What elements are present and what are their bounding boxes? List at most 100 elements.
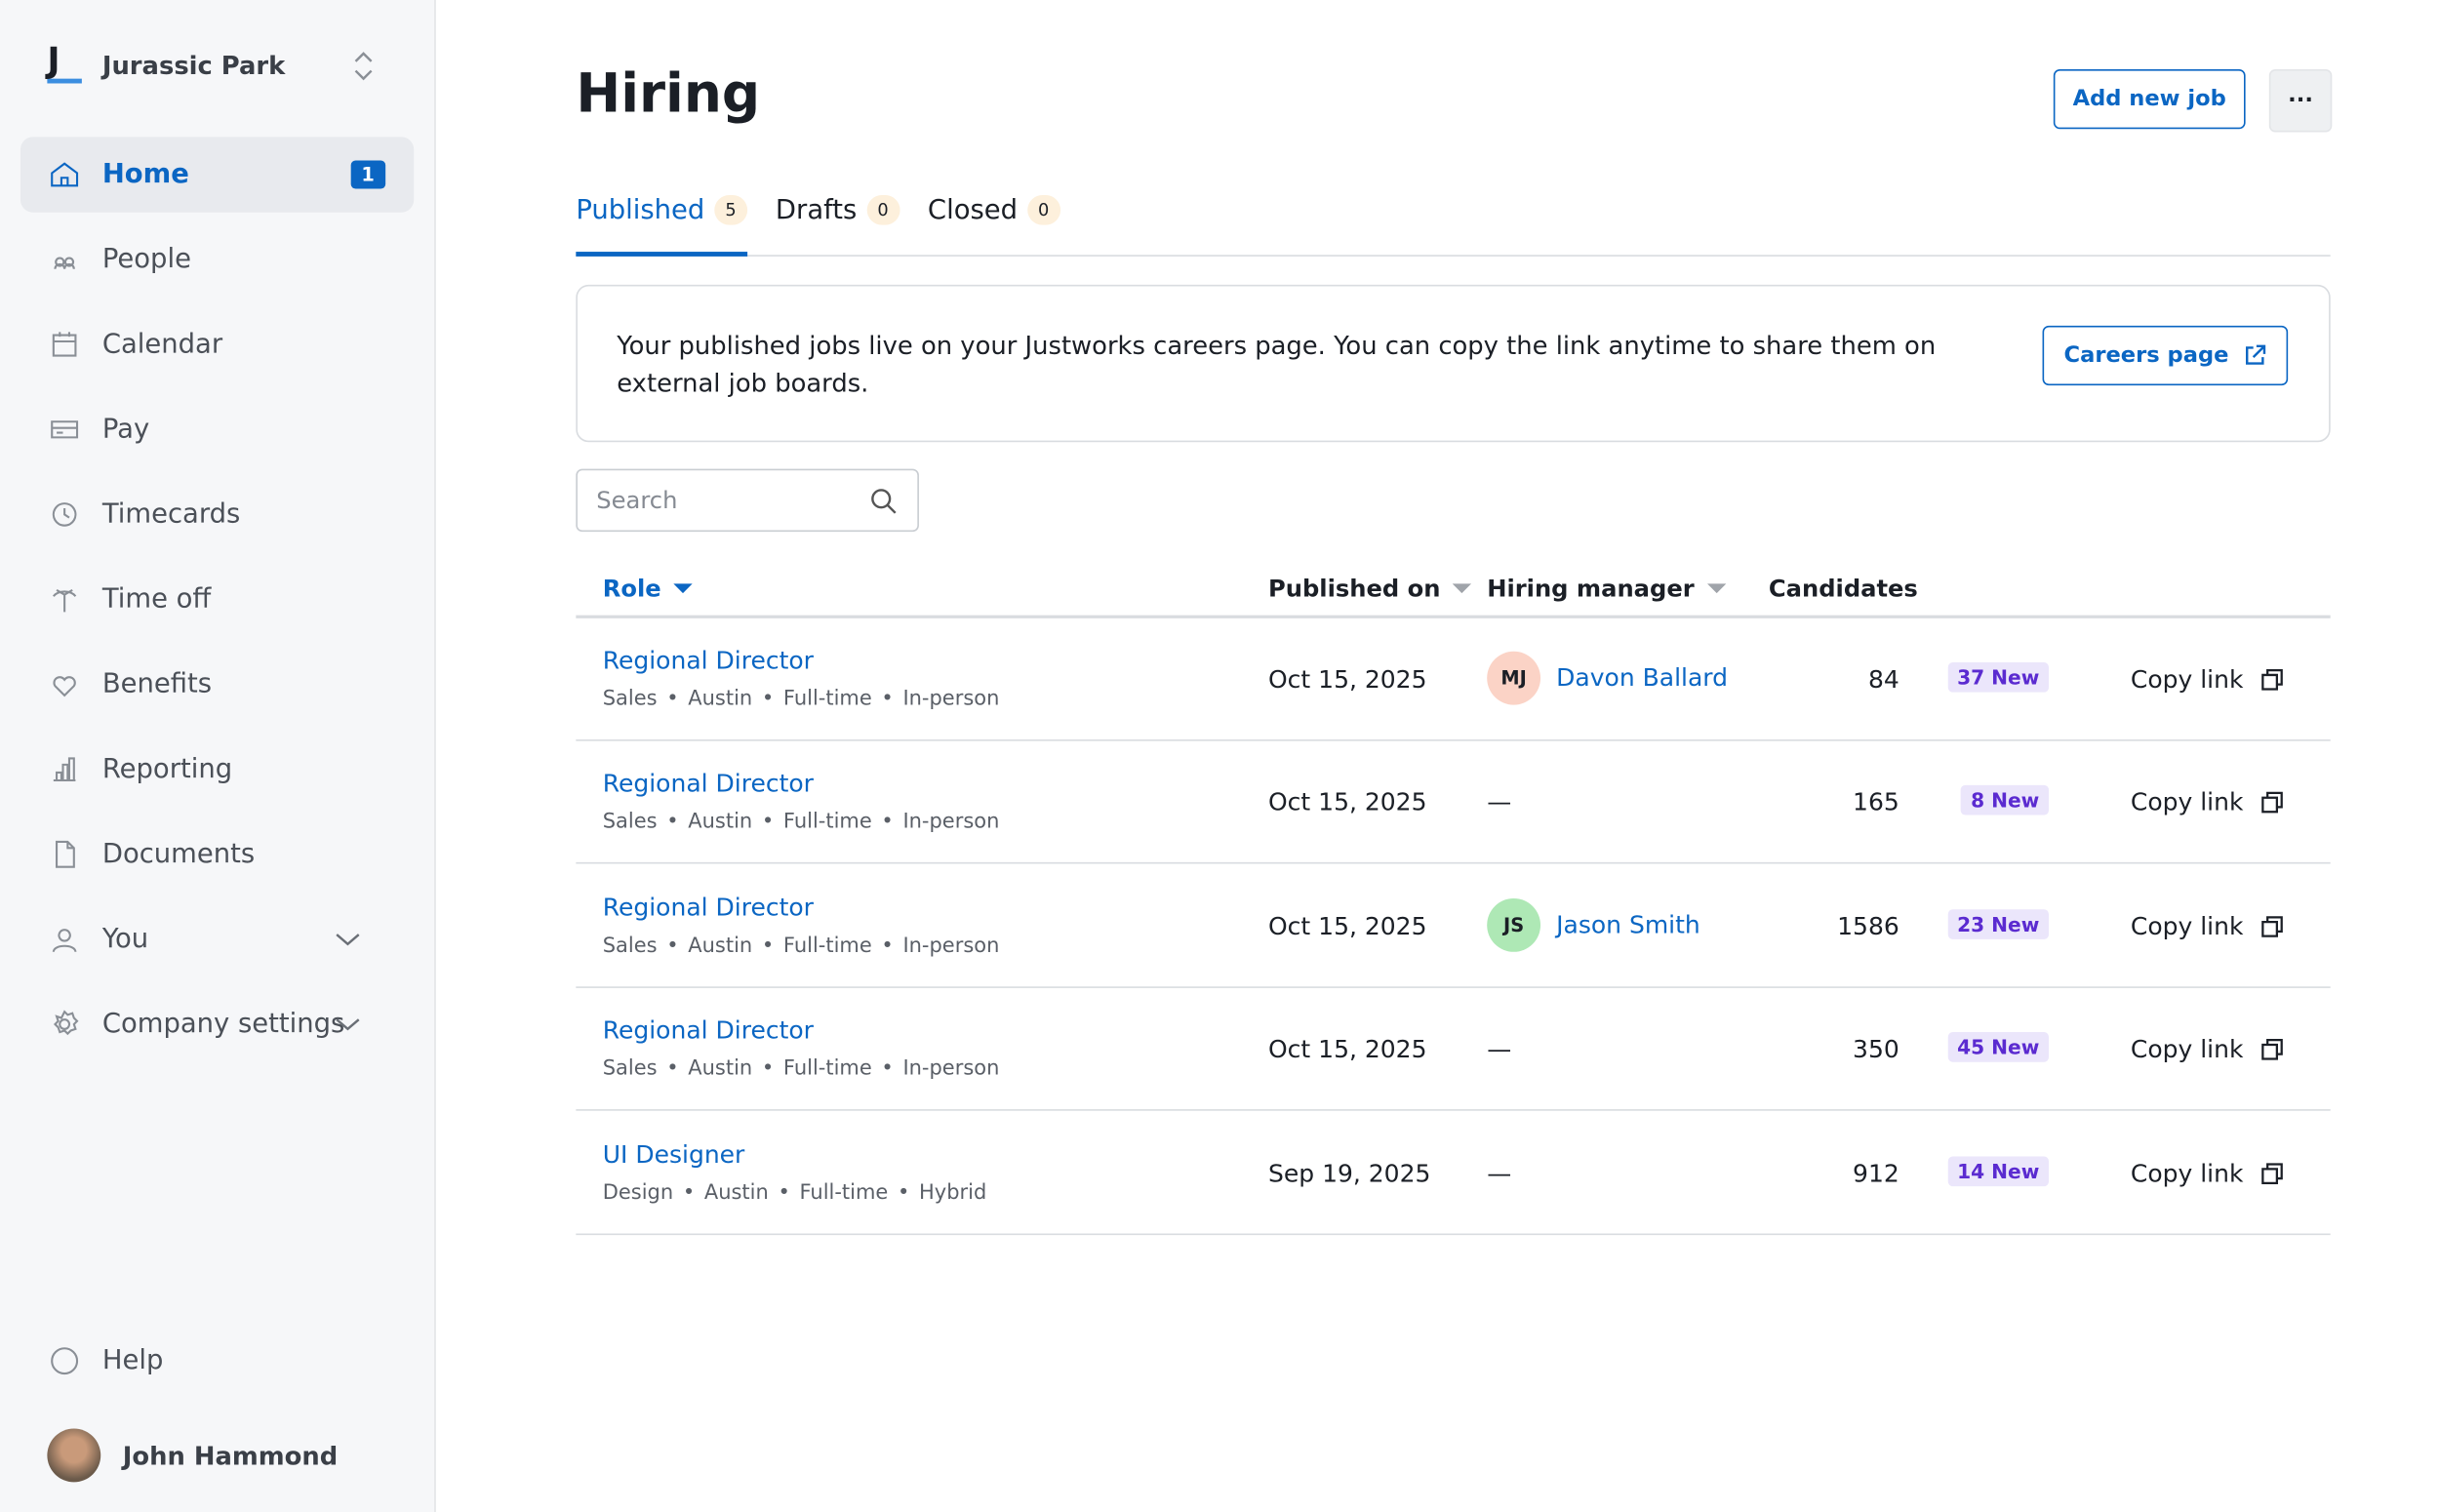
column-label: Candidates — [1768, 574, 1918, 603]
user[interactable]: John Hammond — [47, 1428, 339, 1483]
nav-label: You — [101, 923, 149, 956]
copy-icon — [2260, 792, 2283, 815]
external-icon — [2246, 344, 2266, 365]
nav-icon — [53, 588, 77, 613]
nav-item[interactable]: Help — [20, 1323, 414, 1398]
role-details: DesignAustinFull-timeHybrid — [603, 1181, 987, 1205]
nav-item[interactable]: Home 1 — [20, 137, 415, 213]
copy-icon — [2260, 1039, 2283, 1060]
help-icon — [51, 1347, 79, 1375]
detail: Austin — [658, 935, 752, 958]
detail: In-person — [872, 688, 999, 711]
icon-shape — [51, 420, 79, 439]
nav-label: Benefits — [101, 668, 213, 700]
nav-icon — [52, 332, 77, 357]
column-header: Candidates — [1769, 575, 1918, 603]
manager: MJ Davon Ballard — [1487, 651, 1729, 705]
tab-label: Drafts — [775, 194, 858, 227]
nav-item[interactable]: People — [20, 221, 414, 297]
more-button[interactable]: ··· — [2268, 68, 2333, 133]
tab[interactable]: Published 5 — [576, 194, 747, 257]
role-link[interactable]: Regional Director — [602, 893, 814, 922]
detail: Austin — [658, 811, 752, 834]
manager: JS Jason Smith — [1487, 897, 1700, 952]
candidates: 84 — [1867, 665, 1899, 695]
icon-shape — [53, 676, 76, 697]
table-row: Regional Director SalesAustinFull-timeIn-… — [576, 617, 2331, 741]
nav-label: Company settings — [101, 1008, 345, 1041]
company-switcher[interactable]: J Jurassic Park — [47, 45, 373, 84]
copy-link[interactable]: Copy link — [2131, 1036, 2283, 1064]
manager-link[interactable]: Jason Smith — [1556, 910, 1700, 939]
role-link[interactable]: Regional Director — [602, 770, 814, 799]
detail: Full-time — [769, 1181, 889, 1205]
detail: Full-time — [752, 935, 872, 958]
tab-label: Closed — [927, 194, 1019, 227]
user-avatar — [47, 1428, 101, 1483]
copy-link[interactable]: Copy link — [2131, 665, 2283, 694]
detail: Full-time — [752, 1057, 872, 1081]
candidates: 165 — [1853, 788, 1899, 817]
nav-item[interactable]: Pay — [20, 392, 414, 467]
no-manager: — — [1487, 1159, 1512, 1188]
new-badge: 37 New — [1947, 662, 2049, 693]
detail: Sales — [602, 934, 658, 958]
nav-item[interactable]: You — [20, 901, 414, 976]
copy-icon — [2260, 1162, 2283, 1184]
sidebar: J Jurassic Park Home 1 People Calendar Pay Ti… — [0, 0, 436, 1512]
column-header[interactable]: Role — [603, 575, 693, 603]
nav-label: Documents — [101, 838, 256, 870]
table-row: Regional Director SalesAustinFull-timeIn-… — [576, 987, 2331, 1112]
sort-icon — [673, 583, 693, 594]
nav-item[interactable]: Calendar — [20, 307, 414, 382]
nav-icon — [52, 929, 77, 953]
button-label: Careers page — [2063, 342, 2229, 369]
manager-link[interactable]: Davon Ballard — [1556, 663, 1729, 693]
column-label: Published on — [1267, 574, 1441, 603]
tab[interactable]: Closed 0 — [927, 194, 1060, 255]
role-link[interactable]: UI Designer — [602, 1139, 745, 1169]
nav-item[interactable]: Time off — [20, 562, 414, 637]
role-details: SalesAustinFull-timeIn-person — [603, 688, 1000, 711]
user-name: John Hammond — [122, 1440, 339, 1471]
nav-item[interactable]: Company settings — [20, 986, 414, 1061]
add-job-button[interactable]: Add new job — [2053, 68, 2246, 130]
careers-page-button[interactable]: Careers page — [2042, 325, 2289, 386]
careers-banner: Your published jobs live on your Justwor… — [576, 284, 2331, 443]
nav-item[interactable]: Reporting — [20, 732, 414, 807]
new-badge: 23 New — [1947, 908, 2049, 939]
role-details: SalesAustinFull-timeIn-person — [603, 1057, 1000, 1081]
search-box[interactable]: Search — [576, 468, 919, 533]
icon-shape — [51, 1347, 79, 1375]
copy-link[interactable]: Copy link — [2131, 789, 2283, 817]
nav-item[interactable]: Documents — [20, 816, 414, 892]
copy-link[interactable]: Copy link — [2131, 1159, 2283, 1187]
nav-item[interactable]: Timecards — [20, 477, 414, 552]
nav-label: Pay — [101, 414, 150, 446]
role-link[interactable]: Regional Director — [602, 646, 814, 675]
detail: Full-time — [752, 811, 872, 834]
nav-label: Home — [101, 158, 189, 191]
icon-shape — [52, 929, 77, 953]
nav-icon — [53, 1010, 79, 1036]
column-header[interactable]: Published on — [1268, 575, 1472, 603]
new-badge: 14 New — [1947, 1155, 2049, 1186]
icon-shape — [53, 588, 77, 613]
triangle — [1453, 583, 1472, 594]
column-header[interactable]: Hiring manager — [1487, 575, 1726, 603]
published-date: Oct 15, 2025 — [1267, 912, 1427, 941]
no-manager: — — [1487, 1035, 1512, 1064]
expand-icon — [336, 1018, 360, 1031]
nav-badge: 1 — [350, 160, 386, 189]
published-date: Oct 15, 2025 — [1267, 788, 1427, 817]
icon-shape — [53, 757, 76, 782]
nav-icon — [54, 257, 75, 269]
tab-count: 0 — [1026, 194, 1060, 225]
nav-item[interactable]: Benefits — [20, 647, 414, 722]
role-link[interactable]: Regional Director — [602, 1016, 814, 1046]
detail: Austin — [658, 1057, 752, 1081]
search-placeholder: Search — [596, 486, 678, 515]
copy-link[interactable]: Copy link — [2131, 912, 2283, 940]
tab[interactable]: Drafts 0 — [775, 194, 900, 255]
sort-icon — [1706, 583, 1726, 594]
